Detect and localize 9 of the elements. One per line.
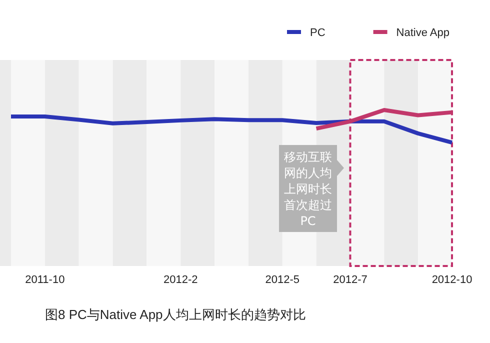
x-tick-label: 2012-7 xyxy=(333,274,368,286)
legend-label: PC xyxy=(310,27,326,39)
x-tick-label: 2012-2 xyxy=(163,274,198,286)
x-tick-label: 2011-10 xyxy=(25,274,65,286)
x-tick-label: 2012-5 xyxy=(265,274,300,286)
text: 图8 PC与Native App人均上网时长的趋势对比 xyxy=(45,307,306,322)
legend-label: Native App xyxy=(396,27,450,39)
text: 移动互联网的人均上网时长首次超过PC xyxy=(279,145,337,232)
x-tick-label: 2012-10 xyxy=(432,274,472,286)
